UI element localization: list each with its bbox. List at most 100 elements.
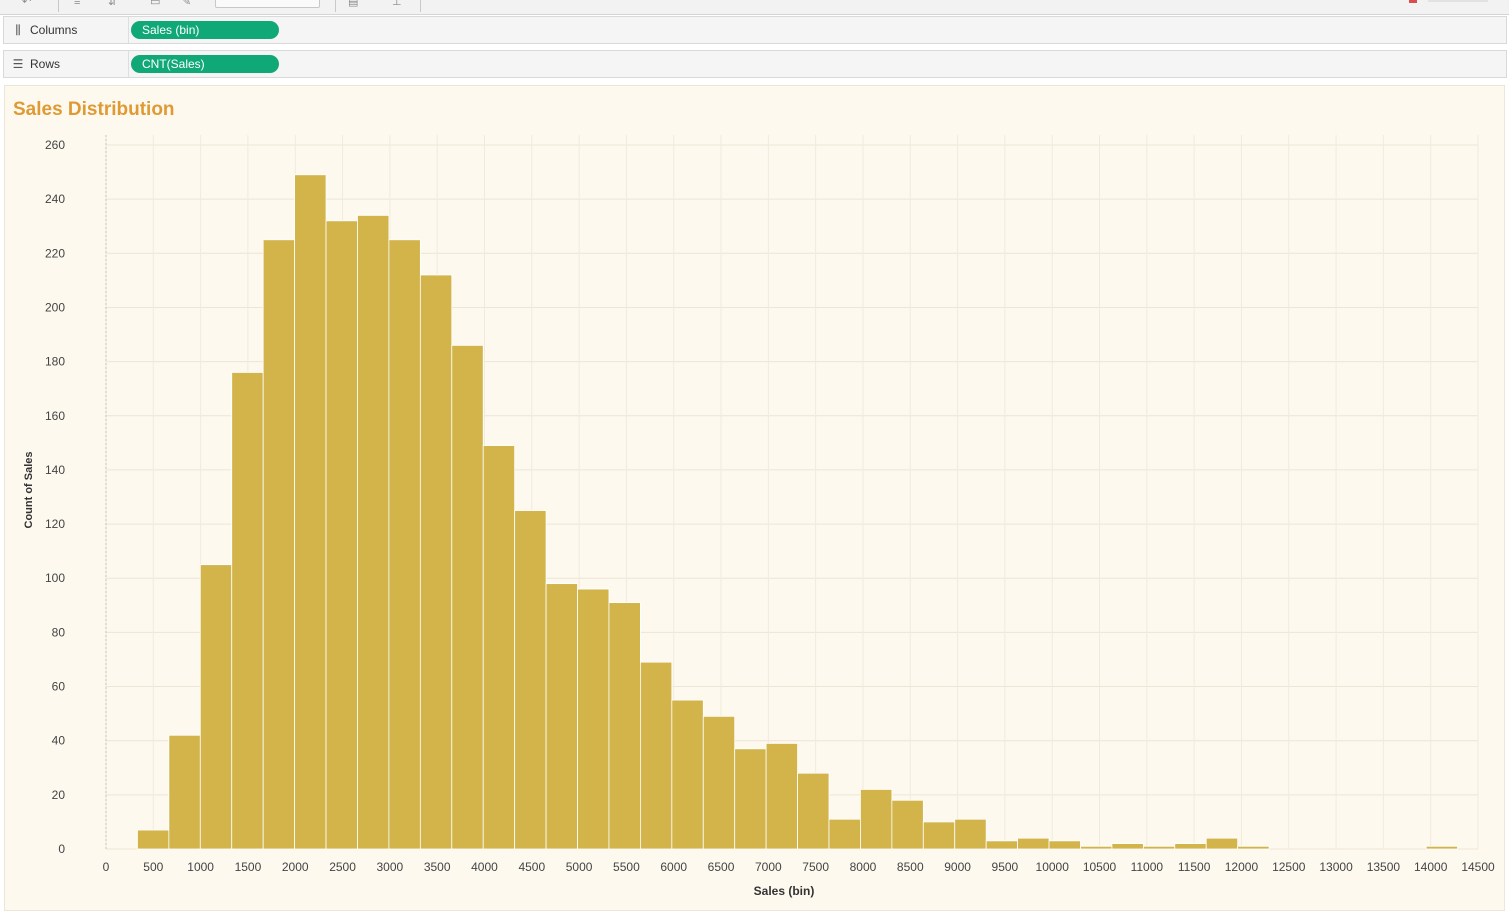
y-tick-label: 260 [45, 138, 65, 152]
histogram-bar[interactable] [985, 840, 1019, 850]
histogram-bar[interactable] [199, 564, 233, 850]
y-tick-label: 0 [58, 842, 65, 856]
histogram-bar[interactable] [765, 743, 798, 850]
histogram-bar[interactable] [577, 588, 610, 850]
columns-shelf[interactable]: ⫼ Columns Sales (bin) [3, 16, 1507, 44]
x-tick-label: 2500 [329, 860, 356, 874]
histogram-bar[interactable] [419, 274, 453, 850]
histogram-bar[interactable] [388, 239, 421, 850]
histogram-bar[interactable] [797, 772, 830, 850]
histogram-bar[interactable] [1080, 845, 1113, 850]
highlight-icon[interactable]: ✎ [182, 0, 192, 8]
histogram-bar[interactable] [954, 818, 987, 850]
x-tick-label: 8000 [850, 860, 877, 874]
rows-shelf[interactable]: ☰ Rows CNT(Sales) [3, 50, 1507, 78]
x-tick-label: 12500 [1272, 860, 1306, 874]
sales-bin-pill[interactable]: Sales (bin) [131, 21, 279, 39]
toolbar: ↶ ≡ ⇵ ▭ ✎ ▤ ⊥ [0, 0, 1509, 15]
histogram-bar[interactable] [137, 829, 170, 850]
rows-shelf-label: Rows [30, 57, 61, 71]
histogram-bar[interactable] [671, 699, 704, 850]
y-tick-label: 220 [45, 246, 65, 260]
histogram-bar[interactable] [262, 239, 296, 850]
presentation-icon[interactable]: ▤ [348, 0, 359, 8]
y-tick-label: 100 [45, 571, 65, 585]
columns-shelf-label: Columns [30, 23, 78, 37]
histogram-bar[interactable] [357, 214, 390, 850]
toolbar-divider [335, 0, 336, 12]
x-tick-label: 5000 [566, 860, 593, 874]
y-tick-label: 80 [52, 625, 66, 639]
label-icon[interactable]: ▭ [150, 0, 161, 8]
histogram-bar[interactable] [922, 821, 956, 850]
histogram-bar[interactable] [1174, 843, 1207, 850]
columns-icon: ⫼ [15, 23, 21, 37]
rows-shelf-header: ☰ Rows [4, 51, 129, 77]
y-tick-label: 120 [45, 517, 65, 531]
x-axis-title: Sales (bin) [754, 884, 815, 898]
x-tick-label: 3000 [377, 860, 404, 874]
y-tick-label: 180 [45, 355, 65, 369]
histogram-bar[interactable] [325, 220, 358, 850]
x-tick-label: 500 [143, 860, 163, 874]
x-tick-label: 10500 [1083, 860, 1117, 874]
histogram-bar[interactable] [451, 344, 484, 850]
histogram-bar[interactable] [1017, 837, 1050, 850]
x-tick-label: 2000 [282, 860, 309, 874]
cnt-sales-pill[interactable]: CNT(Sales) [131, 55, 279, 73]
x-tick-label: 9500 [992, 860, 1019, 874]
x-tick-label: 5500 [613, 860, 640, 874]
histogram-bar[interactable] [482, 445, 516, 850]
histogram-bar[interactable] [1111, 843, 1144, 850]
x-tick-label: 6500 [708, 860, 735, 874]
y-tick-label: 20 [52, 788, 66, 802]
x-tick-label: 4500 [518, 860, 545, 874]
y-tick-label: 40 [52, 734, 66, 748]
histogram-bar[interactable] [168, 734, 201, 850]
histogram-bar[interactable] [294, 174, 327, 850]
histogram-bar[interactable] [1205, 837, 1239, 850]
x-tick-label: 7000 [755, 860, 782, 874]
x-tick-label: 13000 [1319, 860, 1353, 874]
fit-dropdown[interactable] [215, 0, 320, 8]
histogram-bar[interactable] [1237, 845, 1270, 850]
x-tick-label: 14500 [1461, 860, 1495, 874]
x-tick-label: 6000 [660, 860, 687, 874]
undo-icon[interactable]: ↶ [22, 0, 32, 8]
x-tick-label: 7500 [802, 860, 829, 874]
y-tick-label: 160 [45, 409, 65, 423]
swap-icon[interactable]: ⇵ [108, 0, 118, 8]
x-tick-label: 8500 [897, 860, 924, 874]
x-tick-label: 13500 [1367, 860, 1401, 874]
histogram-bar[interactable] [891, 799, 924, 850]
histogram-bar[interactable] [734, 748, 767, 850]
histogram-bar[interactable] [1425, 845, 1458, 850]
x-tick-label: 11500 [1178, 860, 1211, 874]
y-tick-label: 200 [45, 300, 65, 314]
y-tick-label: 240 [45, 192, 65, 206]
columns-shelf-header: ⫼ Columns [4, 17, 129, 43]
histogram-bar[interactable] [231, 372, 264, 850]
histogram-bar[interactable] [639, 661, 673, 850]
histogram-bar[interactable] [514, 510, 547, 850]
y-tick-label: 60 [52, 680, 66, 694]
x-tick-label: 10000 [1036, 860, 1070, 874]
x-tick-label: 1000 [187, 860, 214, 874]
show-me-icon[interactable] [1409, 0, 1417, 3]
x-tick-label: 11000 [1131, 860, 1164, 874]
rows-icon: ☰ [12, 57, 24, 71]
histogram-bar[interactable] [608, 602, 641, 850]
x-tick-label: 9000 [944, 860, 971, 874]
sort-icon[interactable]: ≡ [74, 0, 81, 8]
download-icon[interactable]: ⊥ [392, 0, 402, 8]
histogram-bar[interactable] [545, 583, 578, 850]
histogram-bar[interactable] [1048, 840, 1081, 850]
histogram-bar[interactable] [702, 715, 736, 850]
x-tick-label: 4000 [471, 860, 498, 874]
y-axis-title: Count of Sales [23, 451, 35, 528]
histogram-bar[interactable] [828, 818, 861, 850]
show-me-label[interactable] [1428, 0, 1488, 2]
histogram-bar[interactable] [860, 789, 893, 850]
histogram-bar[interactable] [1142, 845, 1176, 850]
